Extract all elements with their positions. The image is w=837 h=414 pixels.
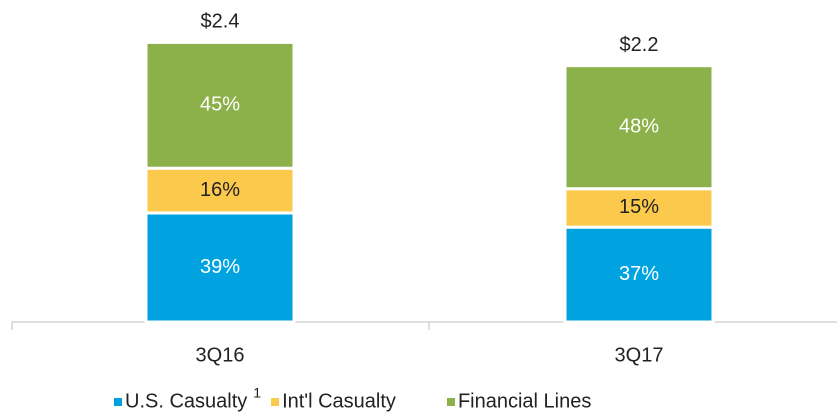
bar-segment	[144, 211, 296, 324]
data-label: 15%	[619, 196, 659, 218]
data-label: 39%	[200, 256, 240, 278]
data-label: 45%	[200, 94, 240, 116]
legend-marker	[446, 398, 455, 406]
legend-marker	[271, 398, 280, 406]
legend-marker	[114, 398, 122, 406]
bar-segment	[144, 40, 296, 170]
legend-label: U.S. Casualty	[125, 390, 247, 412]
bar-segment	[563, 64, 715, 191]
data-label: 16%	[200, 179, 240, 201]
x-tick-label: 3Q16	[196, 344, 245, 366]
total-label: $2.4	[201, 11, 240, 33]
legend-superscript: 1	[253, 385, 261, 401]
total-label: $2.2	[620, 34, 659, 56]
x-tick-label: 3Q17	[615, 344, 664, 366]
data-label: 48%	[619, 115, 659, 137]
legend-label: Int'l Casualty	[282, 390, 396, 412]
data-label: 37%	[619, 263, 659, 285]
legend-label: Financial Lines	[458, 390, 591, 412]
bar-segment	[563, 225, 715, 324]
